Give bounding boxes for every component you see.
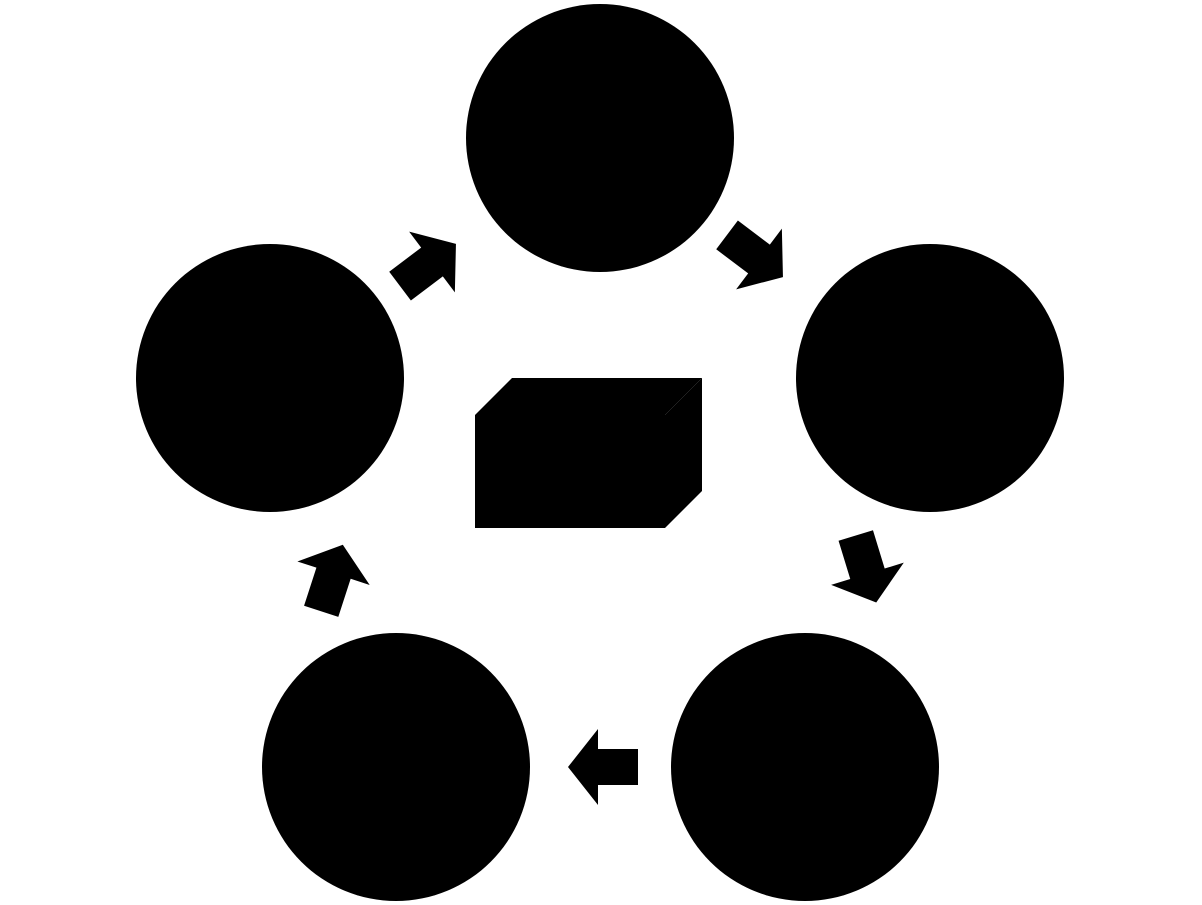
box-front-face: [475, 415, 665, 528]
arrow-shape: [716, 220, 783, 290]
box-side-face: [665, 378, 702, 528]
arrow-learning-environment-to-content: [716, 220, 783, 290]
node-circle: [136, 244, 404, 512]
node-outcomes: [262, 633, 530, 901]
arrow-learner-to-learning-environment: [389, 231, 456, 301]
cycle-arrows: [297, 220, 904, 805]
node-circle: [262, 633, 530, 901]
node-circle: [671, 633, 939, 901]
arrow-content-to-processes: [831, 530, 904, 603]
node-learner: [136, 244, 404, 512]
arrow-shape: [831, 530, 904, 603]
node-circle: [466, 4, 734, 272]
arrow-processes-to-outcomes: [568, 729, 638, 805]
arrow-shape: [389, 231, 456, 301]
box-top-face: [475, 378, 702, 415]
node-learning-environment: [466, 4, 734, 272]
node-processes: [671, 633, 939, 901]
node-circle: [796, 244, 1064, 512]
arrow-shape: [297, 544, 370, 617]
arrow-outcomes-to-learner: [297, 544, 370, 617]
node-content: [796, 244, 1064, 512]
arrow-shape: [568, 729, 638, 805]
center-quality-education-box: [475, 378, 702, 528]
